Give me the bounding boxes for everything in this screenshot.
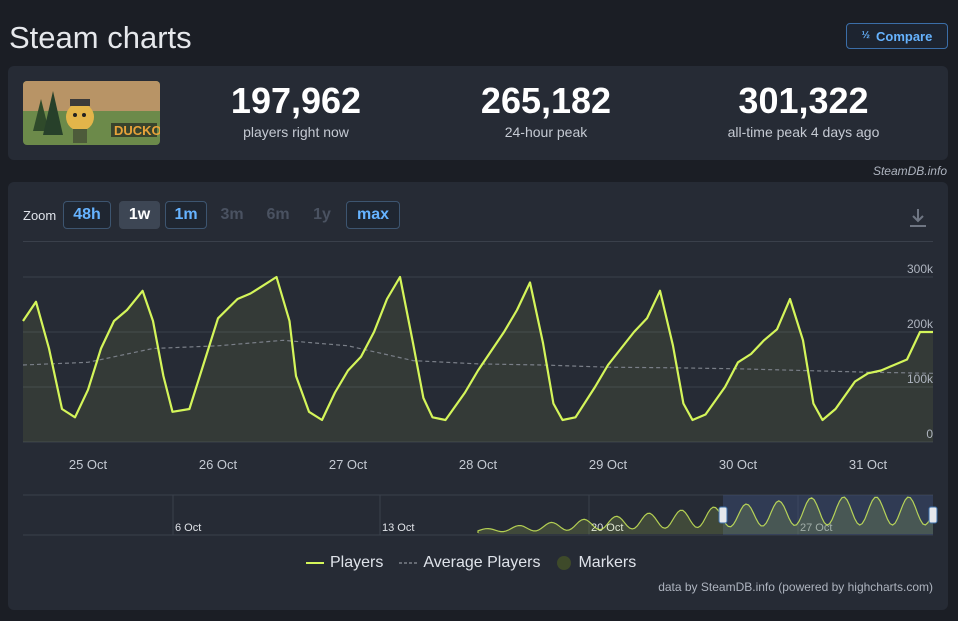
players-area xyxy=(23,277,933,442)
x-tick-label: 29 Oct xyxy=(589,457,628,472)
download-icon[interactable] xyxy=(907,206,929,230)
navigator-date-label: 6 Oct xyxy=(175,522,201,534)
y-tick-label: 100k xyxy=(907,372,934,386)
average-players-line xyxy=(22,339,934,374)
legend-markers-label: Markers xyxy=(578,554,637,571)
alltime-peak-value: 301,322 xyxy=(738,80,869,121)
legend-markers[interactable]: Markers xyxy=(556,554,636,572)
legend-players-label: Players xyxy=(330,554,384,571)
alltime-peak-stat: 301,322 all-time peak 4 days ago xyxy=(701,80,906,140)
average-line-icon xyxy=(399,562,418,564)
x-tick-label: 27 Oct xyxy=(329,457,368,472)
peak-24h-stat: 265,182 24-hour peak xyxy=(458,80,634,140)
players-line-icon xyxy=(306,562,324,564)
compare-button[interactable]: ½ Compare xyxy=(846,23,948,49)
fraction-icon: ½ xyxy=(861,30,870,41)
highcharts-credit[interactable]: data by SteamDB.info (powered by highcha… xyxy=(658,580,933,594)
stats-card: DUCKOV 197,962 players right now 265,182… xyxy=(8,66,948,160)
zoom-1m-button[interactable]: 1m xyxy=(165,201,207,229)
navigator-handle[interactable] xyxy=(718,506,728,524)
zoom-label: Zoom xyxy=(23,208,57,223)
navigator-date-label: 20 Oct xyxy=(591,522,623,534)
navigator-date-label: 27 Oct xyxy=(800,522,832,534)
alltime-peak-label: all-time peak 4 days ago xyxy=(727,124,880,140)
navigator-window xyxy=(723,495,933,535)
game-logo[interactable]: DUCKOV xyxy=(23,81,160,145)
x-tick-label: 26 Oct xyxy=(199,457,238,472)
zoom-1y-button[interactable]: 1y xyxy=(313,206,331,223)
zoom-1w-button[interactable]: 1w xyxy=(119,201,160,229)
markers-dot-icon xyxy=(557,556,572,570)
compare-label: Compare xyxy=(875,28,933,44)
zoom-48h-button[interactable]: 48h xyxy=(63,201,111,229)
legend-average-label: Average Players xyxy=(423,554,541,571)
chart-card: Zoom 48h 1w 1m 3m 6m 1y max 0 100k 200k 300… xyxy=(8,182,948,610)
logo-text: DUCKOV xyxy=(114,123,160,138)
peak-24h-value: 265,182 xyxy=(480,80,612,121)
toolbar-divider xyxy=(23,241,933,242)
zoom-3m-button[interactable]: 3m xyxy=(220,206,244,223)
navigator-line xyxy=(477,496,934,533)
legend-average[interactable]: Average Players xyxy=(399,554,540,572)
zoom-max-button[interactable]: max xyxy=(346,201,400,229)
players-chart[interactable]: 0 100k 200k 300k 25 Oct 26 Oct 27 Oct 28 Oct 29… xyxy=(8,182,948,610)
y-tick-label: 200k xyxy=(907,317,934,331)
steamdb-credit[interactable]: SteamDB.info xyxy=(872,164,947,178)
x-tick-label: 31 Oct xyxy=(849,457,888,472)
legend-players[interactable]: Players xyxy=(306,554,383,572)
current-players-value: 197,962 xyxy=(230,80,362,121)
current-players-label: players right now xyxy=(243,124,349,140)
x-tick-label: 25 Oct xyxy=(69,457,108,472)
y-tick-label: 0 xyxy=(926,427,933,441)
page-title: Steam charts xyxy=(9,20,192,55)
x-tick-label: 28 Oct xyxy=(459,457,498,472)
navigator-handle[interactable] xyxy=(928,506,938,524)
current-players-stat: 197,962 players right now xyxy=(208,80,384,140)
x-tick-label: 30 Oct xyxy=(719,457,758,472)
peak-24h-label: 24-hour peak xyxy=(504,124,588,140)
y-tick-label: 300k xyxy=(907,262,934,276)
zoom-6m-button[interactable]: 6m xyxy=(266,206,290,223)
players-line xyxy=(22,275,933,422)
chart-legend: Players Average Players Markers xyxy=(306,554,636,572)
navigator-date-label: 13 Oct xyxy=(382,522,414,534)
